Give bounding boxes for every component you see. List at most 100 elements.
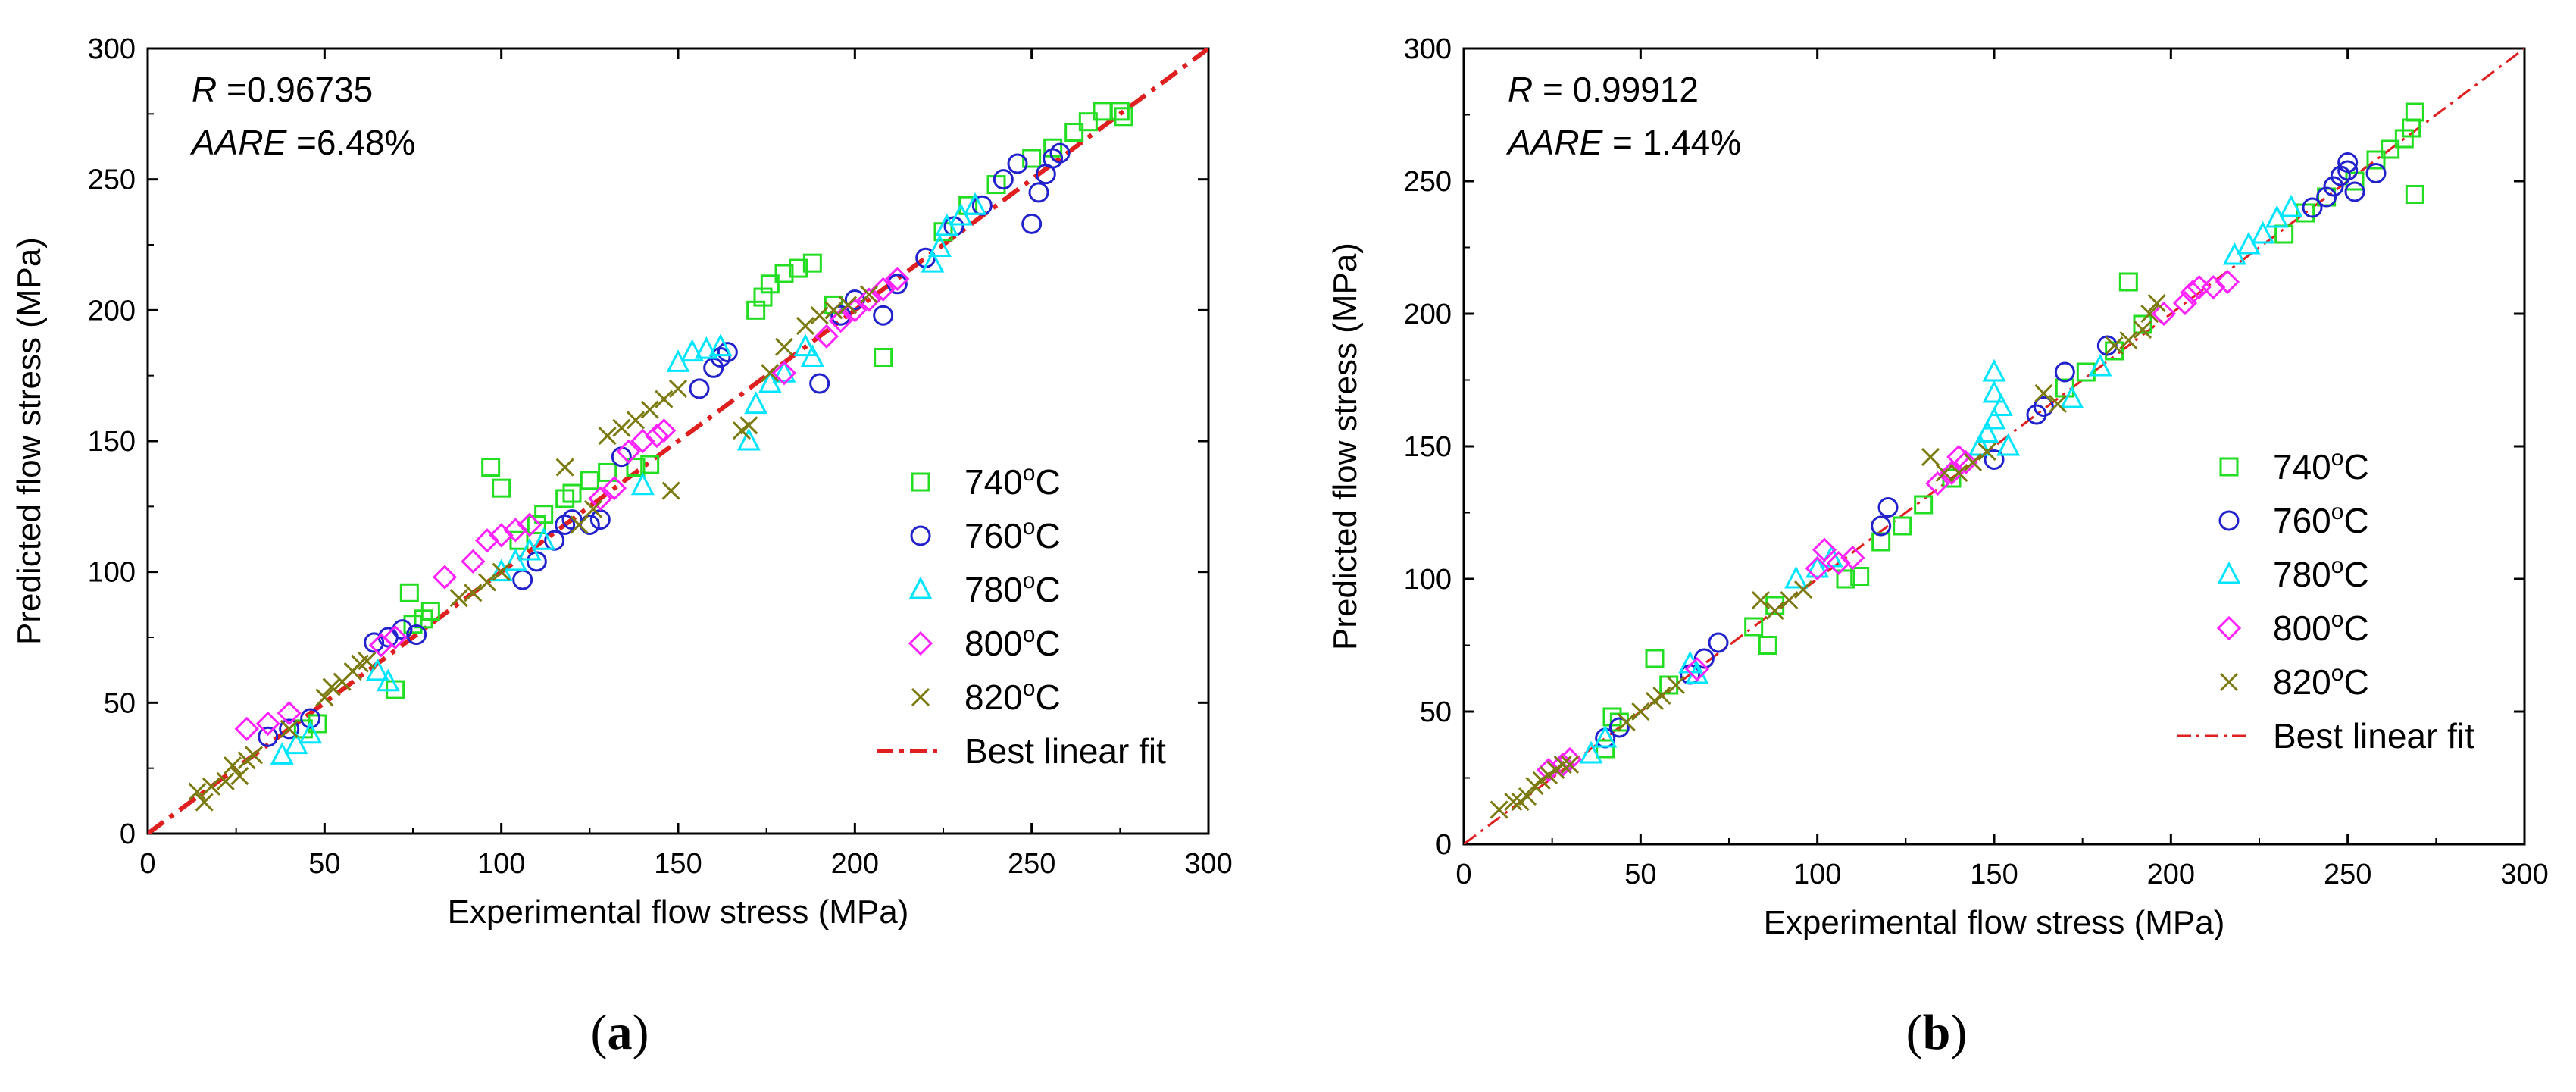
data-point <box>383 624 408 650</box>
data-point <box>2316 186 2337 208</box>
x-axis-title: Experimental flow stress (MPa) <box>1764 904 2225 941</box>
data-point <box>1557 746 1583 772</box>
data-point <box>1946 444 1971 470</box>
y-tick-label: 150 <box>1404 431 1452 463</box>
data-point <box>512 569 533 590</box>
data-point <box>824 295 843 314</box>
data-point <box>2365 163 2387 183</box>
data-point <box>1645 649 1665 668</box>
data-point <box>771 361 797 386</box>
legend-unit: C <box>1035 624 1060 663</box>
data-point <box>322 677 341 696</box>
data-point <box>1553 755 1572 774</box>
plot-data <box>148 48 1208 834</box>
legend-label-740: 740oC <box>964 461 1061 502</box>
data-point <box>1490 800 1508 819</box>
data-point <box>188 782 207 801</box>
legend-marker-820 <box>911 687 930 707</box>
data-point <box>2076 362 2096 382</box>
legend-label-760: 760oC <box>2273 499 2369 540</box>
data-point <box>1744 617 1764 637</box>
series-800 <box>1536 269 2240 783</box>
stat-r: R = 0.99912 <box>1508 70 1699 109</box>
panel-a: 0 50 100 150 200 250 300 0 50 100 150 200 250 300 Expe… <box>11 33 1233 931</box>
x-axis-title: Experimental flow stress (MPa) <box>448 893 909 931</box>
data-point <box>492 562 511 581</box>
legend-marker-780 <box>908 576 933 599</box>
y-tick-label: 100 <box>1404 564 1452 596</box>
data-point <box>406 624 427 646</box>
data-point <box>640 455 660 474</box>
data-point <box>202 777 221 796</box>
data-point <box>986 175 1006 195</box>
series-800 <box>234 266 910 741</box>
data-point <box>1608 717 1630 738</box>
stat-aare: AARE =6.48% <box>189 123 415 162</box>
data-point <box>2172 290 2198 316</box>
data-point <box>1536 757 1562 783</box>
x-tick-label: 0 <box>139 848 155 880</box>
data-point <box>2105 336 2124 355</box>
legend-label-780: 780oC <box>2273 553 2369 594</box>
data-point <box>2381 139 2400 159</box>
data-point <box>1652 686 1671 706</box>
data-point <box>856 287 882 312</box>
legend-unit: C <box>1035 677 1060 717</box>
data-point <box>527 515 546 535</box>
legend-degree: o <box>1023 461 1036 486</box>
data-point <box>2060 385 2084 408</box>
data-point <box>694 336 718 359</box>
data-point <box>611 446 632 468</box>
data-point <box>2366 150 2386 170</box>
data-point <box>509 530 529 550</box>
y-tick-label: 250 <box>1404 166 1452 198</box>
data-point <box>640 400 659 419</box>
data-point <box>2048 394 2068 414</box>
data-point <box>1840 545 1865 571</box>
data-point <box>2133 314 2152 334</box>
data-point <box>1064 123 1084 142</box>
data-point <box>1684 656 1710 682</box>
legend-degree: o <box>2331 553 2344 578</box>
y-tick-label: 150 <box>88 426 136 458</box>
legend-marker-740 <box>911 472 930 492</box>
data-point <box>555 458 574 477</box>
legend-label-780: 780oC <box>964 568 1061 609</box>
panel-b: 0 50 100 150 200 250 300 0 50 100 150 200 250 300 Expe… <box>1327 33 2549 941</box>
y-tick-label: 300 <box>88 33 136 65</box>
data-point <box>616 439 641 464</box>
data-point <box>760 274 780 294</box>
data-point <box>1812 537 1837 562</box>
data-point <box>1877 497 1899 518</box>
data-point <box>626 411 646 430</box>
legend-degree: o <box>1023 515 1036 540</box>
y-tick-label: 0 <box>1436 829 1452 861</box>
data-point <box>1949 463 1968 483</box>
series-780 <box>1579 194 2303 764</box>
data-point <box>1593 724 1618 748</box>
data-point <box>774 264 794 283</box>
data-point <box>299 721 323 744</box>
data-point <box>1114 107 1133 127</box>
x-tick-label: 200 <box>831 848 879 880</box>
data-point <box>774 337 794 356</box>
data-point <box>489 523 514 548</box>
data-point <box>234 716 259 741</box>
data-point <box>517 512 542 537</box>
data-point <box>1982 406 2006 430</box>
data-point <box>843 298 868 323</box>
legend-temp: 820 <box>2273 662 2331 702</box>
legend-unit: C <box>1035 462 1060 502</box>
data-point <box>1925 471 1950 496</box>
data-point <box>927 234 952 257</box>
data-point <box>1982 380 2006 403</box>
data-point <box>1049 142 1071 164</box>
legend-fit-label: Best linear fit <box>964 731 1166 771</box>
plot-data <box>1464 48 2524 844</box>
data-point <box>1751 590 1771 610</box>
data-point <box>2054 361 2075 383</box>
data-point <box>874 347 893 367</box>
data-point <box>2133 320 2152 339</box>
legend-label-820: 820oC <box>2273 661 2369 702</box>
